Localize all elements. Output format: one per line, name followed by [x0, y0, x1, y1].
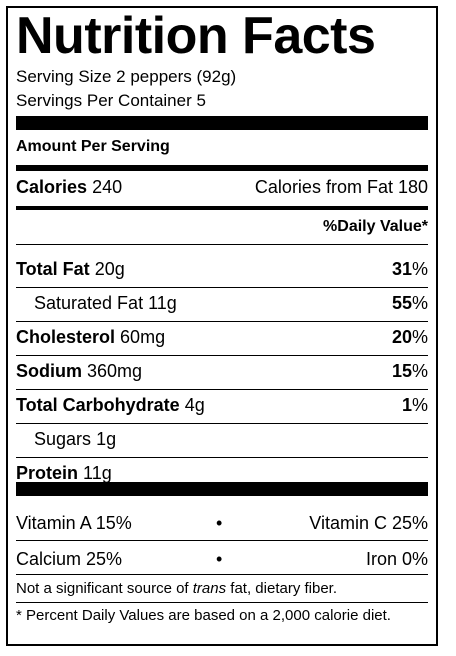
nutrient-name: Saturated Fat — [34, 293, 144, 313]
medium-divider — [16, 165, 428, 171]
nutrient-daily-value: 55% — [392, 290, 428, 316]
bullet-separator: • — [216, 549, 223, 569]
label-title: Nutrition Facts — [16, 7, 376, 65]
percent-sign: % — [411, 361, 428, 381]
nutrient-amount: 60mg — [120, 327, 166, 347]
nutrient-amount: 11g — [83, 463, 112, 483]
nutrient-amount: 20g — [94, 259, 125, 279]
divider — [16, 389, 428, 390]
nutrient-label: Cholesterol 60mg — [16, 324, 165, 350]
daily-value-divider — [16, 206, 428, 210]
nutrition-label: Nutrition Facts Serving Size 2 peppers (… — [6, 6, 438, 646]
daily-value-percent: 20 — [391, 327, 412, 347]
divider — [16, 321, 428, 322]
divider — [16, 423, 428, 424]
daily-value-percent: 31 — [391, 259, 412, 279]
divider — [16, 457, 428, 458]
daily-value-percent: 1 — [401, 395, 412, 415]
nutrient-label: Protein 11g — [16, 460, 112, 486]
nutrient-amount: 11g — [148, 293, 177, 313]
nutrition-label-content: Nutrition Facts Serving Size 2 peppers (… — [16, 7, 428, 644]
nutrient-amount: 4g — [184, 395, 205, 415]
nutrient-label: Total Fat 20g — [16, 256, 125, 282]
calories-value: 240 — [92, 177, 123, 197]
divider — [16, 574, 428, 575]
divider — [16, 287, 428, 288]
nutrient-name: Protein — [16, 463, 79, 483]
divider — [16, 602, 428, 603]
vitamin-left: Calcium 25% — [16, 549, 123, 569]
nutrient-name: Total Fat — [16, 259, 90, 279]
percent-sign: % — [411, 327, 428, 347]
nutrient-label: Sodium 360mg — [16, 358, 142, 384]
disclaimer: * Percent Daily Values are based on a 2,… — [16, 607, 391, 624]
serving-size: Serving Size 2 peppers (92g) — [16, 67, 237, 86]
nutrient-daily-value: 15% — [392, 358, 428, 384]
calories-label: Calories — [16, 177, 88, 197]
footnote-prefix: Not a significant source of — [16, 580, 193, 597]
calories-from-fat: Calories from Fat 180 — [254, 177, 428, 197]
percent-sign: % — [411, 395, 428, 415]
footnote-suffix: fat, dietary fiber. — [226, 580, 338, 597]
divider — [16, 540, 428, 541]
nutrient-amount: 360mg — [87, 361, 143, 381]
nutrient-daily-value: 20% — [392, 324, 428, 350]
vitamin-right: Vitamin C 25% — [309, 513, 428, 533]
vitamin-left: Vitamin A 15% — [16, 513, 132, 533]
amount-per-serving: Amount Per Serving — [16, 138, 170, 155]
nutrient-label: Sugars 1g — [34, 426, 116, 452]
thick-divider-bottom — [16, 482, 428, 496]
percent-sign: % — [411, 293, 428, 313]
footnote: Not a significant source of trans fat, d… — [16, 580, 428, 598]
thick-divider-top — [16, 116, 428, 130]
nutrient-label: Saturated Fat 11g — [34, 290, 177, 316]
vitamin-right: Iron 0% — [365, 549, 428, 569]
nutrient-daily-value: 1% — [402, 392, 428, 418]
nutrient-name: Cholesterol — [16, 327, 116, 347]
nutrient-label: Total Carbohydrate 4g — [16, 392, 205, 418]
daily-value-percent: 15 — [391, 361, 412, 381]
nutrient-name: Sugars — [34, 429, 92, 449]
percent-sign: % — [411, 259, 428, 279]
footnote-trans: trans — [192, 580, 227, 597]
divider — [16, 355, 428, 356]
nutrient-name: Total Carbohydrate — [16, 395, 180, 415]
daily-value-percent: 55 — [391, 293, 412, 313]
nutrient-name: Sodium — [16, 361, 82, 381]
nutrient-amount: 1g — [96, 429, 117, 449]
bullet-separator: • — [216, 513, 223, 533]
divider — [16, 244, 428, 245]
nutrient-daily-value: 31% — [392, 256, 428, 282]
daily-value-header: %Daily Value* — [323, 218, 428, 235]
servings-per-container: Servings Per Container 5 — [16, 91, 206, 110]
